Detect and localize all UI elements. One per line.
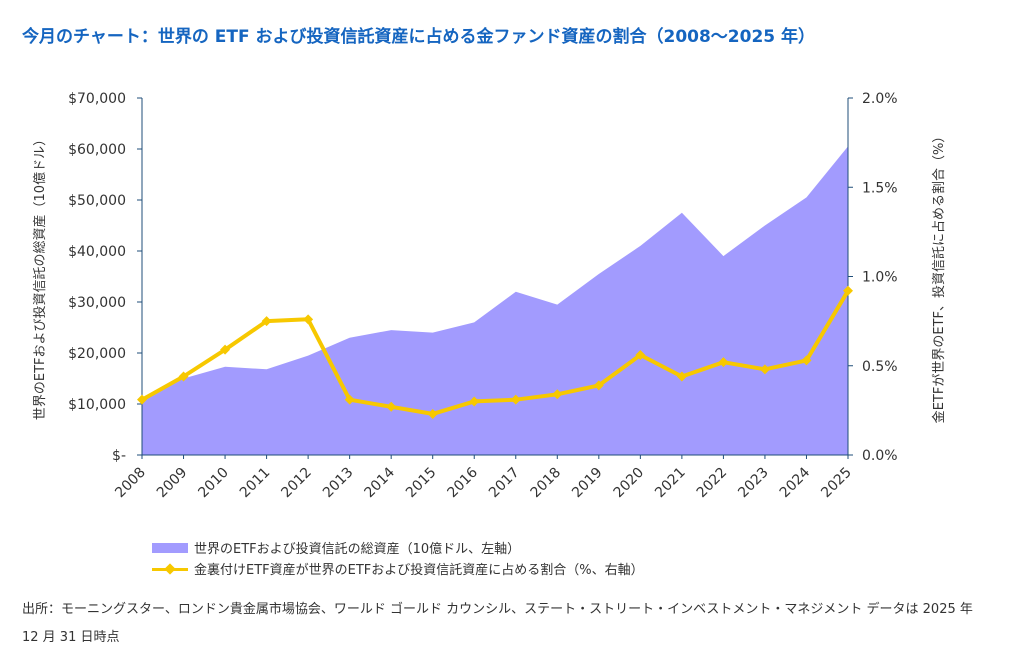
- x-tick-label: 2013: [320, 465, 357, 502]
- line-marker: [469, 396, 480, 407]
- right-tick-label: 1.0%: [862, 270, 898, 286]
- line-marker: [843, 285, 853, 296]
- left-tick-label: $40,000: [68, 244, 126, 260]
- legend-item-area: 世界のETFおよび投資信託の総資産（10億ドル、左軸）: [152, 537, 644, 558]
- line-marker: [759, 364, 770, 375]
- line-marker: [261, 316, 272, 327]
- line-marker: [593, 380, 604, 391]
- legend: 世界のETFおよび投資信託の総資産（10億ドル、左軸） 金裏付けETF資産が世界…: [152, 537, 644, 579]
- line-marker: [386, 401, 397, 412]
- line-marker: [676, 371, 687, 382]
- line-marker: [635, 350, 646, 361]
- right-tick-label: 0.0%: [862, 448, 898, 464]
- right-axis-title: 金ETFが世界のETF、投資信託に占める割合（%）: [931, 130, 947, 424]
- x-tick-label: 2017: [486, 465, 523, 502]
- right-tick-label: 2.0%: [862, 91, 898, 107]
- legend-label-area: 世界のETFおよび投資信託の総資産（10億ドル、左軸）: [194, 542, 521, 557]
- x-tick-label: 2020: [611, 465, 648, 502]
- source-note: 出所：モーニングスター、ロンドン貴金属市場協会、ワールド ゴールド カウンシル、…: [22, 602, 973, 645]
- right-tick-label: 0.5%: [862, 359, 898, 375]
- line-marker: [137, 394, 147, 405]
- axes-layer: [137, 97, 853, 459]
- line-marker: [344, 394, 355, 405]
- line-marker: [220, 344, 231, 355]
- left-tick-label: $10,000: [68, 397, 126, 413]
- x-tick-label: 2019: [569, 465, 606, 502]
- line-marker: [801, 355, 812, 366]
- x-tick-label: 2008: [112, 465, 149, 502]
- x-tick-label: 2010: [195, 465, 232, 502]
- x-tick-label: 2022: [694, 465, 731, 502]
- x-tick-label: 2011: [237, 465, 274, 502]
- area-series: [142, 146, 848, 455]
- legend-label-line: 金裏付けETF資産が世界のETFおよび投資信託資産に占める割合（%、右軸）: [194, 563, 644, 578]
- line-layer: [137, 285, 853, 419]
- x-tick-label: 2021: [652, 465, 689, 502]
- x-tick-label: 2009: [154, 465, 191, 502]
- x-tick-label: 2014: [361, 464, 398, 501]
- x-tick-label: 2012: [278, 465, 315, 502]
- legend-swatch-line: [152, 562, 188, 575]
- left-tick-label: $-: [112, 448, 126, 464]
- line-marker: [718, 357, 729, 368]
- legend-swatch-area: [152, 542, 188, 553]
- line-marker: [510, 394, 521, 405]
- area-layer: [142, 146, 848, 455]
- legend-item-line: 金裏付けETF資産が世界のETFおよび投資信託資産に占める割合（%、右軸）: [152, 558, 644, 579]
- x-tick-label: 2025: [818, 465, 855, 502]
- x-tick-label: 2023: [735, 465, 772, 502]
- left-tick-label: $70,000: [68, 91, 126, 107]
- line-series: [141, 289, 850, 416]
- right-tick-label: 1.5%: [862, 180, 898, 196]
- left-axis-title: 世界のETFおよび投資信託の総資産（10億ドル）: [32, 133, 48, 420]
- left-tick-label: $20,000: [68, 346, 126, 362]
- left-tick-label: $60,000: [68, 142, 126, 158]
- line-marker: [427, 408, 438, 419]
- left-tick-label: $50,000: [68, 193, 126, 209]
- left-tick-label: $30,000: [68, 295, 126, 311]
- x-tick-label: 2015: [403, 465, 440, 502]
- x-tick-label: 2024: [777, 464, 814, 501]
- line-marker: [303, 314, 314, 325]
- x-tick-label: 2016: [445, 464, 482, 501]
- line-marker: [178, 371, 189, 382]
- chart-title: 今月のチャート：世界の ETF および投資信託資産に占める金ファンド資産の割合（…: [22, 27, 816, 47]
- line-marker: [552, 389, 563, 400]
- x-tick-label: 2018: [528, 465, 565, 502]
